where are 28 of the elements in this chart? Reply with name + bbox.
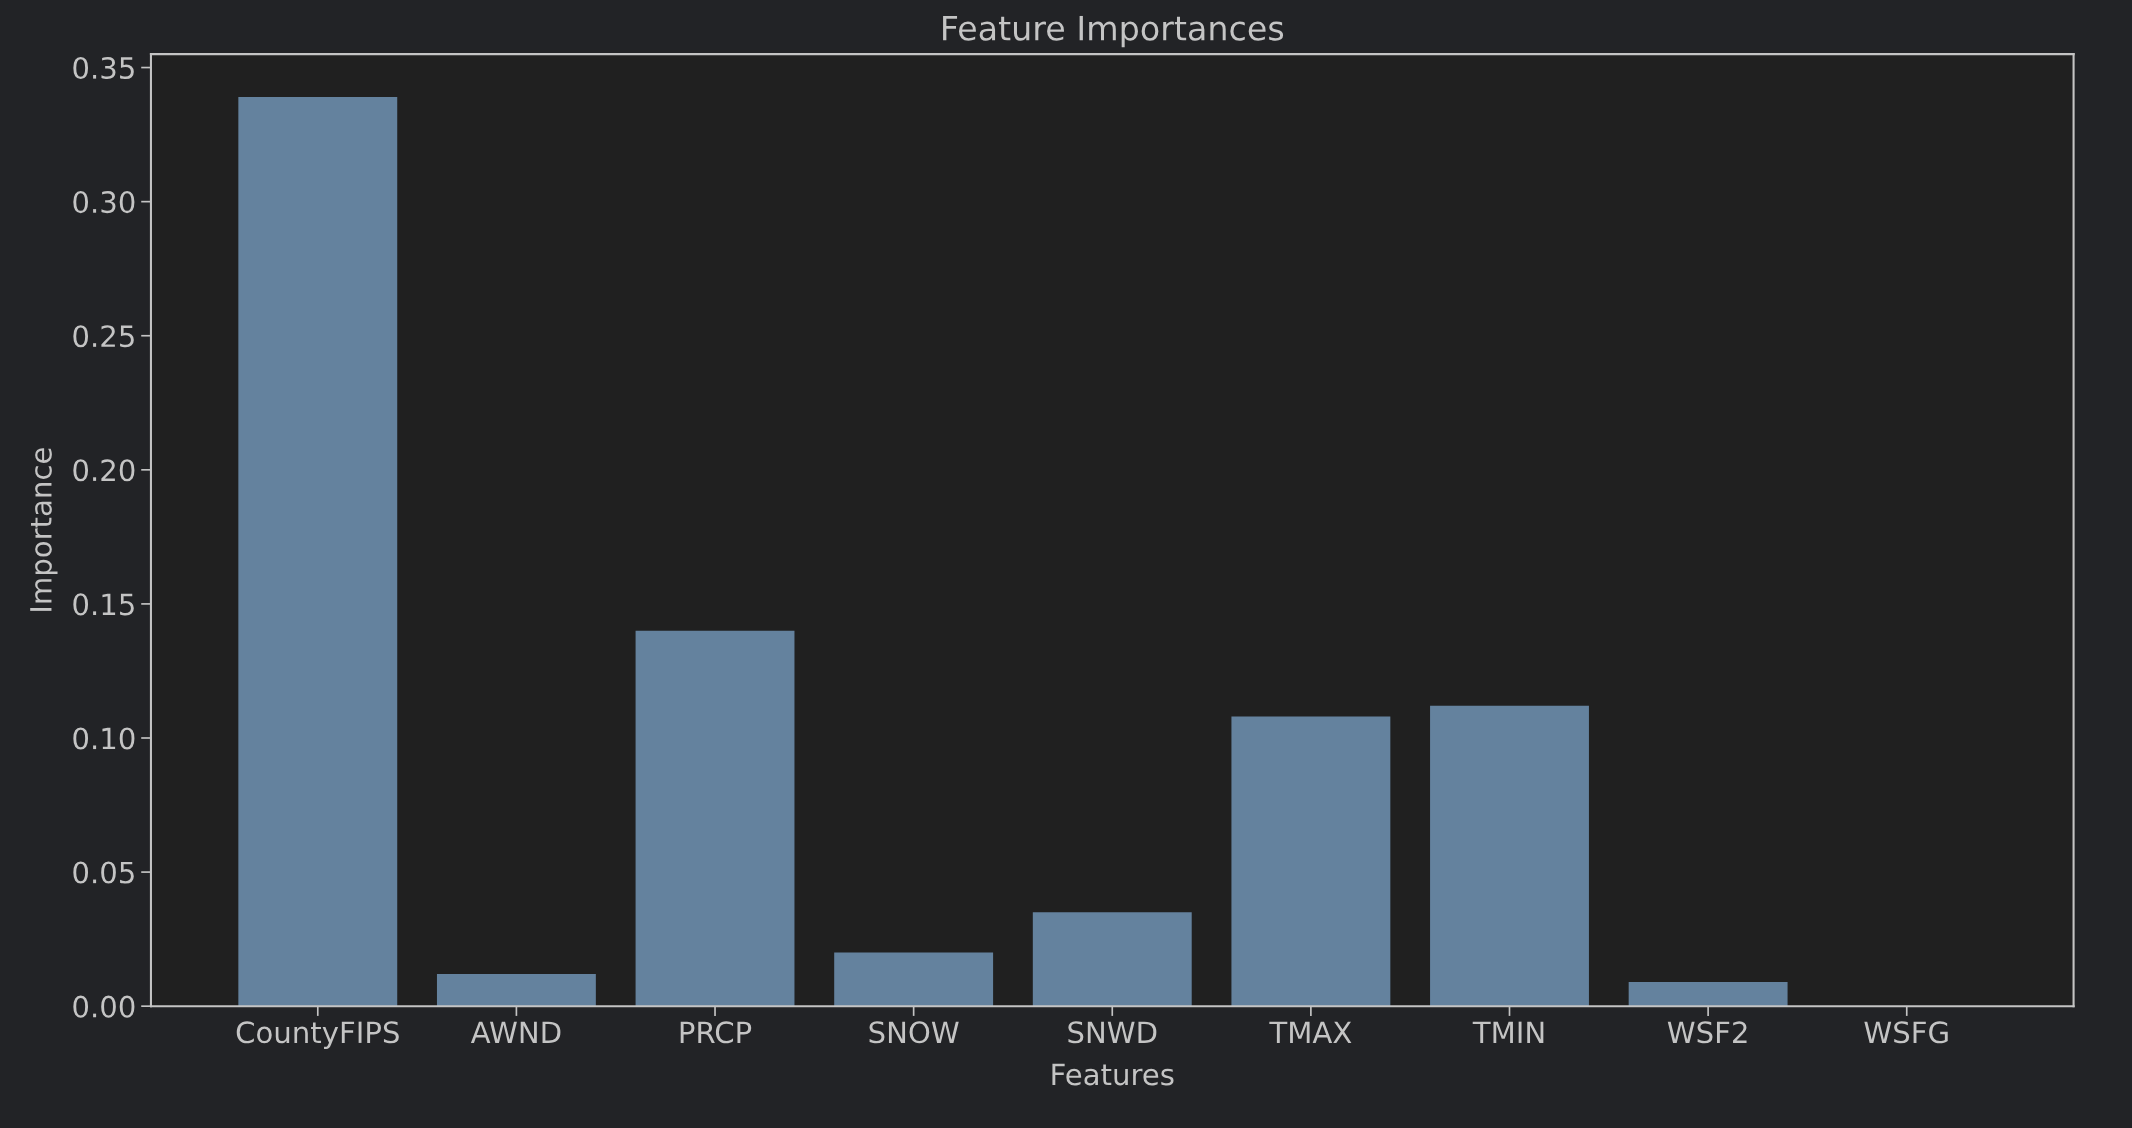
chart-title: Feature Importances <box>943 15 1284 48</box>
x-tick-label: TMIN <box>1472 1021 1544 1043</box>
x-tick-label: AWND <box>470 1021 561 1043</box>
bar <box>238 97 398 1007</box>
bar <box>1430 705 1589 1007</box>
bar <box>834 952 994 1007</box>
y-tick-label: 0.15 <box>73 593 134 616</box>
x-axis-title: Features <box>1052 1063 1174 1086</box>
bar <box>1628 982 1788 1007</box>
x-tick-label: SNWD <box>1068 1021 1157 1044</box>
y-tick-label: 0.35 <box>73 56 134 80</box>
bar <box>436 973 596 1007</box>
bar <box>1231 716 1391 1007</box>
y-tick-label: 0.05 <box>73 861 134 884</box>
y-tick-label: 0.25 <box>73 325 134 348</box>
y-axis-title: Importance <box>30 448 58 611</box>
y-tick-label: 0.20 <box>73 459 135 482</box>
bar <box>1032 912 1192 1007</box>
x-tick-label: WSFG <box>1864 1021 1948 1044</box>
x-tick-label: SNOW <box>869 1021 959 1044</box>
x-tick-label: CountyFIPS <box>236 1021 399 1049</box>
y-tick-label: 0.00 <box>73 995 135 1018</box>
y-tick-label: 0.10 <box>73 727 135 750</box>
x-tick-label: WSF2 <box>1667 1021 1747 1044</box>
bar <box>635 630 795 1007</box>
x-tick-label: PRCP <box>680 1021 752 1044</box>
x-tick-label: TMAX <box>1269 1021 1352 1043</box>
y-tick-label: 0.30 <box>73 191 135 214</box>
